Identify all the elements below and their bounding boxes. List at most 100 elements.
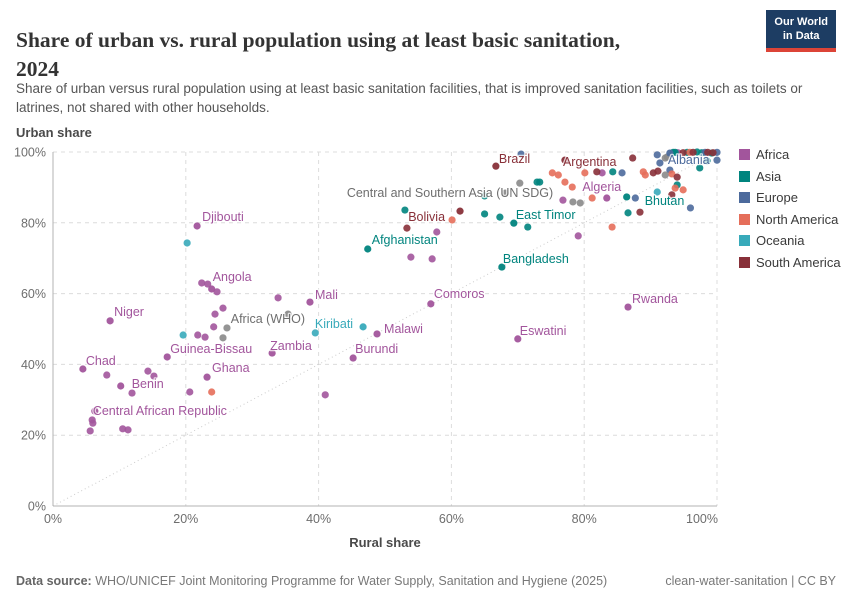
data-point[interactable] [274, 294, 282, 302]
data-point[interactable] [198, 279, 206, 287]
data-point[interactable] [629, 154, 637, 162]
data-point-africa-who-[interactable] [284, 310, 292, 318]
data-point[interactable] [636, 208, 644, 216]
data-point[interactable] [516, 179, 524, 187]
data-point[interactable] [656, 159, 664, 167]
data-point[interactable] [696, 164, 704, 172]
data-point[interactable] [496, 213, 504, 221]
data-point[interactable] [128, 389, 136, 397]
data-point[interactable] [536, 178, 544, 186]
data-point-rwanda[interactable] [624, 303, 632, 311]
data-point[interactable] [679, 186, 687, 194]
data-point[interactable] [654, 167, 662, 175]
data-point-guinea-bissau[interactable] [163, 353, 171, 361]
data-point[interactable] [561, 178, 569, 186]
data-point[interactable] [641, 171, 649, 179]
data-point-zambia[interactable] [268, 349, 276, 357]
data-point-bangladesh[interactable] [498, 263, 506, 271]
data-point[interactable] [144, 367, 152, 375]
data-point-mali[interactable] [306, 298, 314, 306]
data-point-kiribati[interactable] [359, 323, 367, 331]
data-point[interactable] [569, 198, 577, 206]
data-point[interactable] [588, 194, 596, 202]
data-point[interactable] [609, 168, 617, 176]
data-point[interactable] [679, 149, 687, 157]
data-point[interactable] [653, 151, 661, 159]
data-point[interactable] [631, 194, 639, 202]
data-point[interactable] [204, 280, 212, 288]
data-point[interactable] [713, 156, 721, 164]
data-point-chad[interactable] [79, 365, 87, 373]
data-point[interactable] [407, 253, 415, 261]
data-point[interactable] [686, 204, 695, 212]
data-point-comoros[interactable] [427, 300, 435, 308]
data-point[interactable] [709, 149, 717, 157]
data-point[interactable] [517, 150, 525, 158]
data-point[interactable] [661, 171, 669, 179]
data-point-benin[interactable] [117, 382, 125, 390]
data-point-afghanistan[interactable] [364, 245, 372, 253]
data-point-djibouti[interactable] [193, 222, 201, 230]
data-point-bolivia[interactable] [456, 207, 464, 215]
data-point-burundi[interactable] [349, 354, 357, 362]
data-point[interactable] [321, 391, 329, 399]
legend-item-south-america[interactable]: South America [739, 255, 841, 270]
data-point-algeria[interactable] [603, 194, 611, 202]
data-point[interactable] [671, 184, 679, 192]
data-point[interactable] [624, 209, 632, 217]
data-point[interactable] [124, 426, 132, 434]
data-point[interactable] [448, 216, 456, 224]
data-point[interactable] [183, 239, 191, 247]
data-point[interactable] [668, 191, 676, 199]
data-point[interactable] [673, 173, 681, 181]
data-point[interactable] [593, 168, 601, 176]
data-point[interactable] [689, 148, 697, 156]
data-point[interactable] [576, 199, 584, 207]
data-point-brazil[interactable] [492, 162, 500, 170]
data-point[interactable] [554, 171, 562, 179]
data-point-malawi[interactable] [373, 330, 381, 338]
data-point[interactable] [401, 206, 409, 214]
data-point[interactable] [403, 224, 411, 232]
data-point[interactable] [210, 323, 218, 331]
data-point-eswatini[interactable] [514, 335, 522, 343]
legend-item-oceania[interactable]: Oceania [739, 233, 841, 248]
data-point[interactable] [150, 372, 158, 380]
data-point[interactable] [103, 371, 111, 379]
data-point[interactable] [428, 255, 436, 263]
data-point-angola[interactable] [208, 285, 216, 293]
data-point[interactable] [219, 304, 227, 312]
data-point-niger[interactable] [106, 317, 114, 325]
data-point[interactable] [211, 310, 219, 318]
data-point[interactable] [433, 228, 441, 236]
data-point[interactable] [481, 210, 489, 218]
data-point[interactable] [524, 223, 532, 231]
data-point[interactable] [208, 388, 216, 396]
data-point[interactable] [581, 169, 589, 177]
data-point-albania[interactable] [666, 149, 674, 157]
legend-item-north-america[interactable]: North America [739, 212, 841, 227]
owid-logo[interactable]: Our World in Data [766, 10, 836, 52]
data-point[interactable] [568, 183, 576, 191]
data-point[interactable] [608, 223, 616, 231]
data-point[interactable] [653, 188, 661, 196]
data-point[interactable] [89, 419, 97, 427]
data-point-bhutan[interactable] [623, 193, 631, 201]
data-point-ghana[interactable] [203, 373, 211, 381]
data-point[interactable] [213, 288, 221, 296]
legend-item-europe[interactable]: Europe [739, 190, 841, 205]
data-point[interactable] [311, 329, 319, 337]
data-point[interactable] [703, 157, 711, 165]
license-note[interactable]: clean-water-sanitation | CC BY [665, 574, 836, 588]
data-point[interactable] [223, 324, 231, 332]
data-point[interactable] [618, 169, 626, 177]
data-point[interactable] [574, 232, 582, 240]
legend-item-asia[interactable]: Asia [739, 169, 841, 184]
data-point[interactable] [86, 427, 94, 435]
data-point-argentina[interactable] [561, 156, 569, 164]
data-point[interactable] [201, 333, 209, 341]
data-point[interactable] [219, 334, 227, 342]
data-point[interactable] [704, 148, 712, 156]
data-point[interactable] [186, 388, 194, 396]
data-point[interactable] [194, 331, 202, 339]
